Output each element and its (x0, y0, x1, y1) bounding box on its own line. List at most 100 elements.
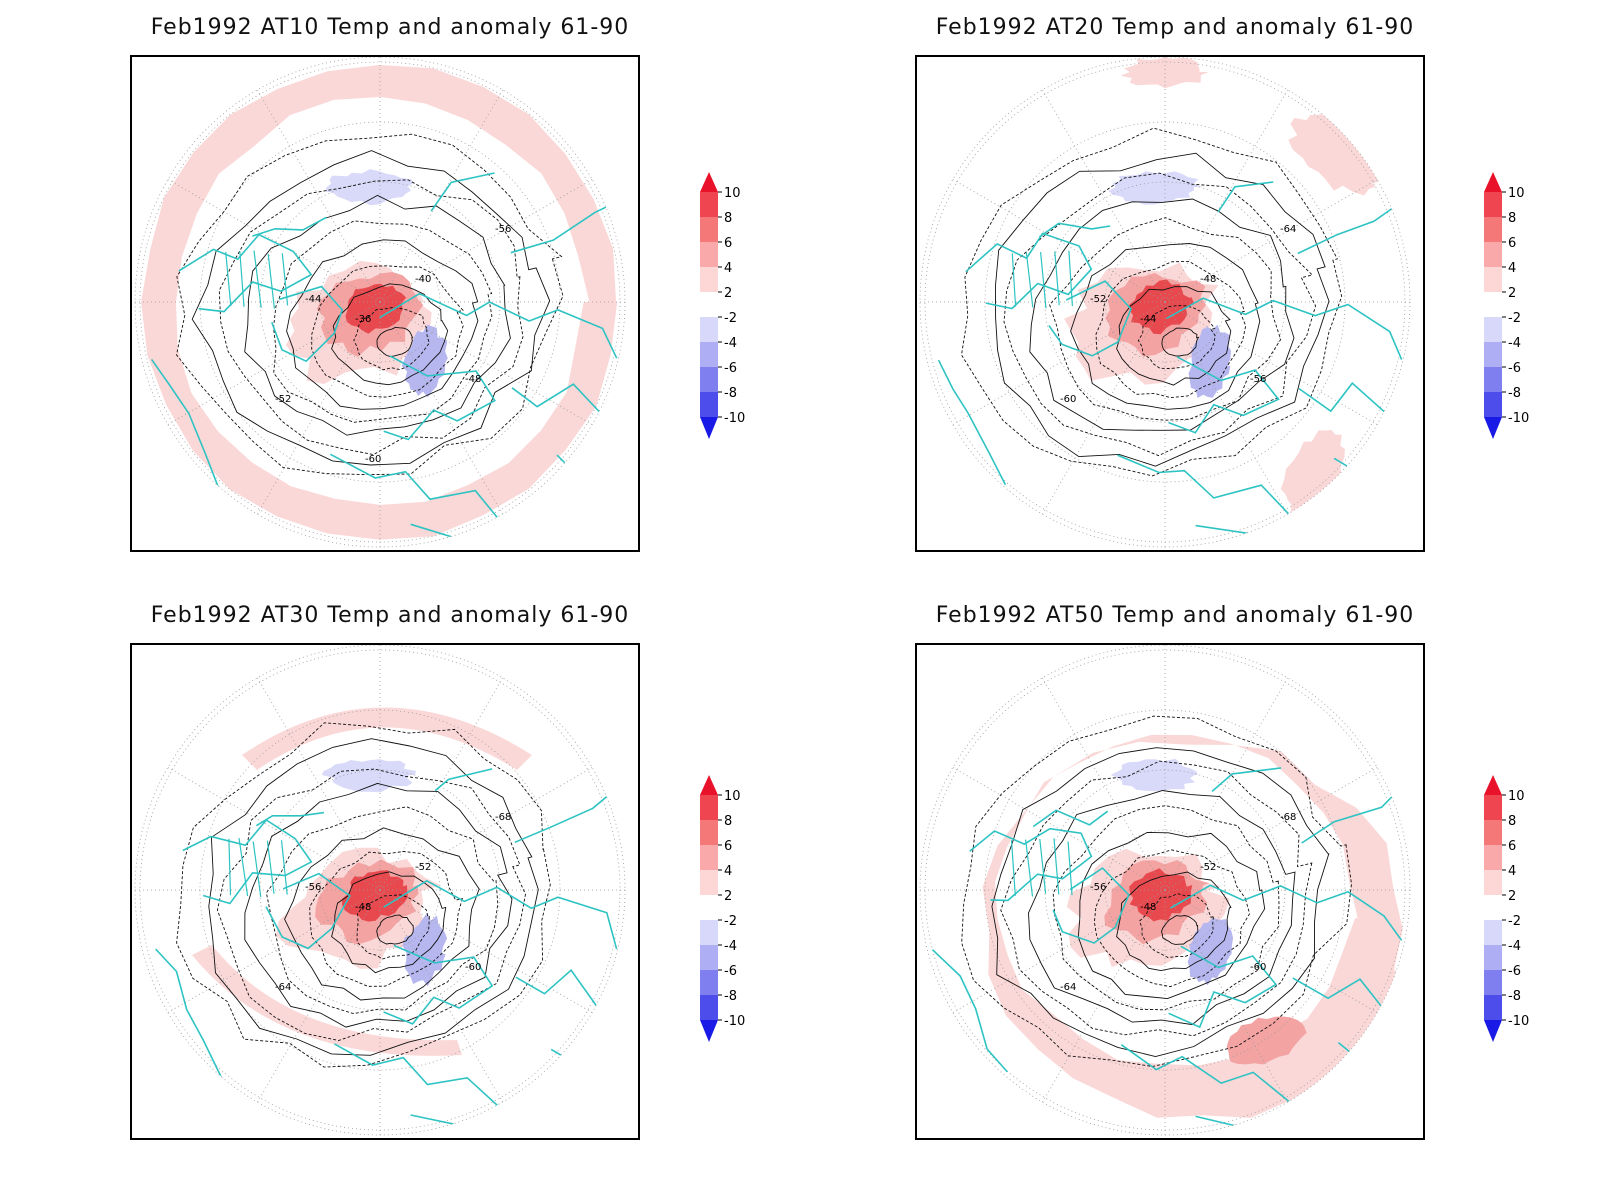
border-line (266, 840, 275, 894)
colorbar-segment (1484, 217, 1502, 242)
meridian-line (379, 301, 593, 425)
colorbar-tick-label: 10 (724, 789, 741, 804)
anomaly-cool-patch (401, 324, 448, 398)
contour-label: -48 (1200, 274, 1216, 285)
anomaly-cool-patch (321, 759, 417, 793)
polar-map-svg: -48 -52 -56 -60 -64 -68 (919, 645, 1411, 1136)
colorbar-segment (1484, 920, 1502, 945)
colorbar-tick-label: 10 (724, 186, 741, 201)
temperature-contour (1000, 760, 1313, 1037)
contour-label: -56 (305, 882, 321, 893)
coastline (514, 782, 624, 844)
contour-label: -44 (305, 294, 321, 305)
colorbar-arrow-top (1484, 172, 1502, 192)
meridian-line (167, 179, 381, 303)
colorbar-arrow-bottom (700, 417, 718, 439)
temperature-contour (961, 715, 1352, 1067)
map-content (920, 645, 1410, 1135)
meridian-line (167, 889, 381, 1013)
colorbar-segment (1484, 192, 1502, 217)
temperature-contour (961, 127, 1343, 477)
contour-label: -44 (1140, 314, 1156, 325)
colorbar-segment (1484, 995, 1502, 1020)
contour-label: -64 (1060, 982, 1076, 993)
meridian-line (257, 889, 381, 1103)
colorbar-tick-label: -4 (1508, 939, 1521, 954)
temperature-contour (1116, 286, 1232, 386)
contour-label: -60 (365, 454, 381, 465)
colorbar-tick-label: 4 (1508, 261, 1516, 276)
border-line (267, 253, 275, 309)
temperature-contour (286, 239, 479, 410)
colorbar-tick-label: -8 (724, 989, 737, 1004)
temperature-contour (218, 179, 524, 456)
colorbar-tick-label: -2 (1508, 914, 1521, 929)
colorbar-tick-label: -6 (1508, 361, 1521, 376)
border-line (1053, 838, 1060, 895)
colorbar-tick-label: -4 (724, 336, 737, 351)
colorbar-segment (700, 820, 718, 845)
panel-title: Feb1992 AT50 Temp and anomaly 61-90 (935, 603, 1415, 628)
meridian-line (1042, 301, 1166, 515)
temperature-contour (1095, 260, 1247, 399)
colorbar-tick-label: -10 (1508, 411, 1529, 426)
colorbar-segment (700, 267, 718, 292)
temperature-contour (265, 806, 499, 1015)
border-line (253, 250, 262, 308)
contour-label: -56 (1090, 882, 1106, 893)
meridian-line (1164, 89, 1288, 303)
meridian-line (952, 767, 1166, 891)
border-line (239, 251, 245, 307)
coastline (1217, 181, 1274, 213)
meridian-line (1164, 301, 1378, 425)
map-content (135, 645, 625, 1135)
coastline (383, 879, 618, 950)
border-line (280, 840, 288, 895)
contour-label: -56 (495, 224, 511, 235)
temperature-contour (1161, 915, 1199, 945)
border-line (1025, 252, 1034, 308)
temperature-contour (273, 220, 493, 423)
polar-map: -48 -52 -56 -60 -64 -68 (130, 643, 640, 1140)
meridian-line (379, 889, 503, 1103)
temperature-contour (191, 150, 551, 466)
colorbar-segment (1484, 970, 1502, 995)
meridian-line (1164, 889, 1288, 1103)
contour-label: -60 (465, 962, 481, 973)
colorbar-tick-label: -6 (1508, 964, 1521, 979)
contour-label: -64 (1280, 224, 1296, 235)
contour-label: -48 (1140, 902, 1156, 913)
colorbar-arrow-top (700, 775, 718, 795)
border-line (1011, 253, 1017, 307)
meridian-line (1164, 179, 1378, 303)
meridian-line (1164, 677, 1288, 891)
colorbar-segment (700, 795, 718, 820)
colorbar-arrow-top (1484, 775, 1502, 795)
colorbar-tick-label: 6 (1508, 839, 1516, 854)
meridian-line (379, 889, 593, 1013)
coastline (265, 872, 351, 950)
contour-label: -36 (355, 314, 371, 325)
anomaly-warm-patch (1120, 57, 1209, 89)
temperature-contour (1028, 790, 1296, 1026)
border-line (238, 838, 249, 897)
coastline (1297, 195, 1410, 255)
meridian-line (257, 677, 381, 891)
contour-label: -48 (355, 902, 371, 913)
temperature-contour (1029, 198, 1295, 431)
colorbar-tick-label: -10 (1508, 1014, 1529, 1029)
coastline (252, 216, 327, 237)
meridian-line (952, 889, 1166, 1013)
colorbar-segment (1484, 267, 1502, 292)
coastline (965, 232, 1093, 310)
meridian-line (379, 179, 593, 303)
colorbar-tick-label: 2 (724, 286, 732, 301)
temperature-contour (991, 747, 1330, 1057)
polar-map-svg: -36 -40 -44 -48 -52 -56 -60 (134, 57, 626, 548)
colorbar-segment (700, 367, 718, 392)
temperature-contour (1070, 243, 1261, 410)
meridian-line (1164, 301, 1288, 515)
colorbar-tick-label: 10 (1508, 789, 1525, 804)
colorbar-segment (700, 317, 718, 342)
temperature-contour (284, 827, 481, 1001)
